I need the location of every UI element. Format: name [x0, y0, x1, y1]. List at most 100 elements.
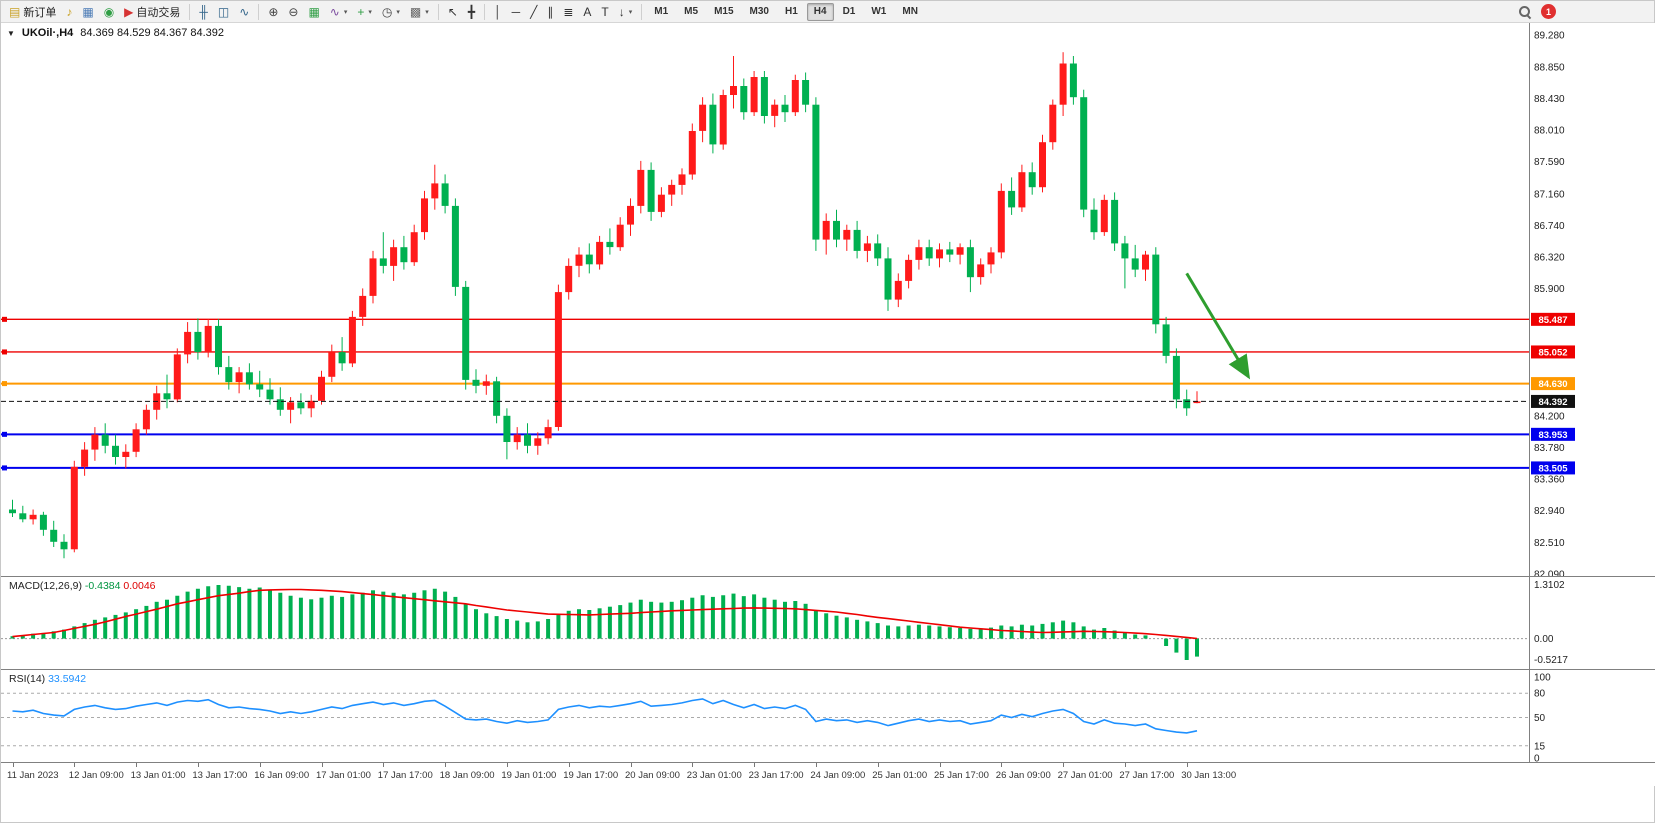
timeframe-toolbar: M1 M5 M15 M30 H1 H4 D1 W1 MN: [646, 2, 926, 21]
timeframe-button-m30[interactable]: M30: [743, 3, 776, 21]
zoom-out-button[interactable]: ⊖: [283, 2, 303, 21]
templates-button[interactable]: ▩ ▾: [405, 2, 434, 21]
search-icon[interactable]: [1519, 5, 1531, 18]
timeframe-button-m5[interactable]: M5: [677, 3, 705, 21]
price-tick-label: 87.160: [1534, 189, 1565, 200]
text-button[interactable]: A: [578, 2, 596, 21]
horizontal-level-line[interactable]: [1, 431, 1529, 437]
timeframe-button-m15[interactable]: M15: [707, 3, 740, 21]
vertical-line-button[interactable]: │: [489, 2, 507, 21]
time-axis-label: 23 Jan 17:00: [748, 770, 804, 781]
time-tick: [692, 763, 694, 767]
candlestick-icon: ◫: [217, 4, 230, 19]
market-watch-button[interactable]: ◉: [99, 2, 119, 21]
horizontal-level-line[interactable]: [1, 349, 1529, 355]
time-tick: [259, 763, 261, 767]
svg-text:85.487: 85.487: [1538, 315, 1567, 326]
time-tick: [877, 763, 879, 767]
svg-text:84.392: 84.392: [1538, 397, 1567, 408]
price-tick-label: 83.360: [1534, 474, 1565, 485]
fibonacci-button[interactable]: ≣: [558, 2, 578, 21]
arrows-button[interactable]: ↓ ▾: [614, 2, 638, 21]
time-axis-label: 17 Jan 01:00: [316, 770, 371, 781]
price-tick-label: 85.900: [1534, 284, 1565, 295]
sell-arrow-annotation[interactable]: [1185, 272, 1251, 380]
main-chart-panel[interactable]: 89.280 88.850 88.430 88.010 87.590 87.160 86.7…: [1, 23, 1655, 576]
dropdown-arrow-icon[interactable]: ▾: [628, 8, 633, 16]
time-axis-label: 26 Jan 09:00: [995, 770, 1051, 781]
line-chart-icon: ∿: [239, 4, 250, 19]
chart-title: ▼ UKOil·,H4 84.369 84.529 84.367 84.392: [7, 27, 224, 39]
text-label-icon: T: [601, 4, 609, 19]
price-tick-label: 84.200: [1534, 411, 1565, 422]
crosshair-button[interactable]: ╋: [463, 2, 480, 21]
auto-trading-button-label: 自动交易: [136, 6, 181, 19]
time-tick: [630, 763, 632, 767]
horizontal-level-line[interactable]: [1, 465, 1529, 471]
sound-alerts-button[interactable]: ♪: [61, 2, 77, 21]
channel-button[interactable]: ∥: [542, 2, 558, 21]
timeframe-button-m1[interactable]: M1: [647, 3, 675, 21]
auto-trading-button[interactable]: ▶ 自动交易: [119, 2, 185, 21]
horizontal-level-line[interactable]: [1, 381, 1529, 387]
time-tick: [1186, 763, 1188, 767]
indicators-button[interactable]: ∿ ▾: [325, 2, 353, 21]
time-axis-label: 20 Jan 09:00: [625, 770, 680, 781]
timeframe-button-mn[interactable]: MN: [895, 3, 925, 21]
dropdown-arrow-icon[interactable]: ▾: [368, 8, 372, 16]
trendline-icon: ╱: [530, 4, 538, 19]
template-icon: ▩: [409, 4, 422, 19]
timeframe-button-w1[interactable]: W1: [864, 3, 893, 21]
new-order-button[interactable]: ▤ 新订单: [4, 2, 61, 21]
line-chart-button[interactable]: ∿: [234, 2, 254, 21]
toolbar-separator: [258, 3, 260, 20]
time-tick: [12, 763, 14, 767]
tile-windows-button[interactable]: ▦: [303, 2, 324, 21]
cursor-button[interactable]: ↖: [443, 2, 463, 21]
current-price-badge: 84.392: [1531, 394, 1575, 408]
clock-icon: ◷: [381, 4, 393, 19]
time-tick: [1063, 763, 1065, 767]
macd-panel[interactable]: MACD(12,26,9) -0.4384 0.0046 1.3102 0.00 -0…: [1, 576, 1655, 669]
symbol-period-label: UKOil·,H4: [21, 27, 74, 39]
rsi-panel[interactable]: RSI(14) 33.5942 100 80 50 15 0: [1, 669, 1655, 762]
order-ticket-icon: ▤: [9, 4, 21, 19]
candlestick-chart-button[interactable]: ◫: [213, 2, 234, 21]
text-label-button[interactable]: T: [596, 2, 613, 21]
time-axis-label: 18 Jan 09:00: [439, 770, 495, 781]
profiles-button[interactable]: ▦: [77, 2, 98, 21]
time-axis-label: 19 Jan 17:00: [563, 770, 619, 781]
time-tick: [197, 763, 199, 767]
time-axis[interactable]: 11 Jan 2023 12 Jan 09:00 13 Jan 01:00 13 Ja…: [1, 762, 1655, 786]
horizontal-line-button[interactable]: ─: [507, 2, 526, 21]
price-tick-label: 82.940: [1534, 506, 1565, 517]
periods-button[interactable]: ◷ ▾: [377, 2, 405, 21]
zoom-out-icon: ⊖: [288, 4, 299, 19]
time-axis-label: 13 Jan 01:00: [130, 770, 186, 781]
dropdown-arrow-icon[interactable]: ▾: [425, 8, 429, 16]
price-line-badge: 83.953: [1531, 427, 1575, 441]
symbol-dropdown-icon[interactable]: ▼: [7, 28, 15, 38]
toolbar: ▤ 新订单 ♪ ▦ ◉ ▶ 自动交易 ╫ ◫ ∿ ⊕ ⊖ ▦ ∿ ▾ + ▾ ◷ ▾ ▩ ▾ ↖ ╋ │ ─ ╱ ∥ ≣ A T ↓ ▾ M1…: [1, 1, 1654, 23]
dropdown-arrow-icon[interactable]: ▾: [396, 8, 400, 16]
toolbar-right: 1: [1519, 4, 1651, 19]
price-tick-label: 88.430: [1534, 94, 1565, 105]
bar-chart-button[interactable]: ╫: [194, 2, 213, 21]
time-axis-label: 17 Jan 17:00: [377, 770, 433, 781]
macd-scale-zero: 0.00: [1534, 634, 1554, 645]
timeframe-button-d1[interactable]: D1: [836, 3, 863, 21]
vertical-line-icon: │: [494, 4, 502, 19]
zoom-in-button[interactable]: ⊕: [263, 2, 283, 21]
time-tick: [506, 763, 508, 767]
add-indicator-button[interactable]: + ▾: [352, 2, 377, 21]
dropdown-arrow-icon[interactable]: ▾: [343, 8, 348, 16]
trendline-button[interactable]: ╱: [525, 2, 542, 21]
toolbar-separator: [641, 3, 643, 20]
horizontal-level-line[interactable]: [1, 316, 1529, 322]
notification-badge[interactable]: 1: [1541, 4, 1556, 19]
timeframe-button-h1[interactable]: H1: [778, 3, 805, 21]
timeframe-button-h4[interactable]: H4: [806, 2, 834, 21]
text-icon: A: [583, 4, 592, 19]
price-tick-label: 88.850: [1534, 63, 1565, 74]
macd-label: MACD(12,26,9) -0.4384 0.0046: [9, 580, 156, 592]
